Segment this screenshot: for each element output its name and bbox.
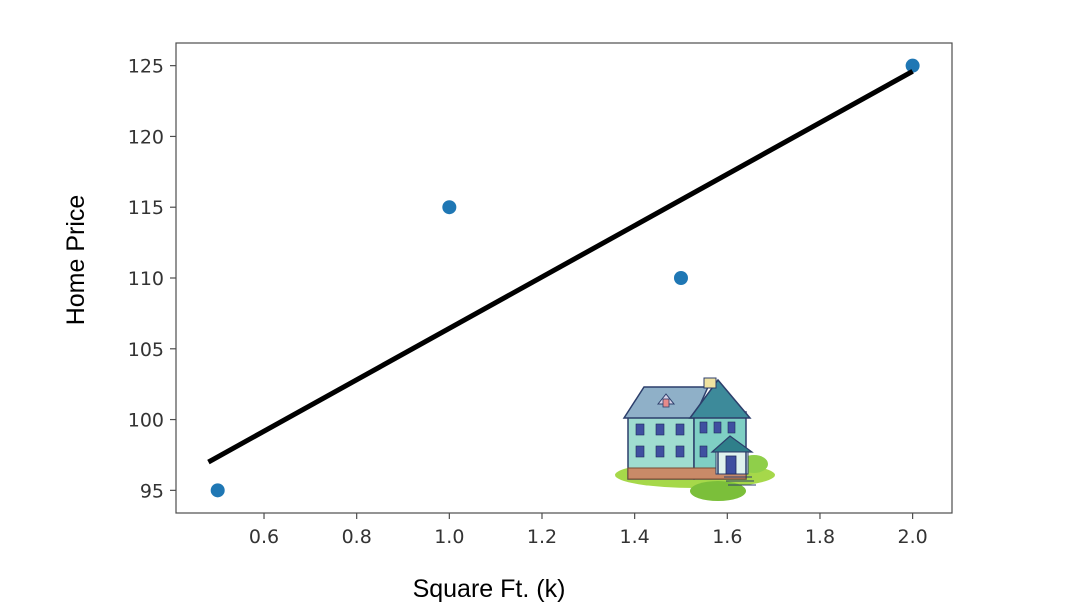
scatter-point <box>905 58 920 73</box>
x-tick-label: 1.6 <box>712 526 742 548</box>
plot-frame <box>175 42 953 514</box>
x-tick-label: 2.0 <box>898 526 928 548</box>
x-tick-label: 1.0 <box>434 526 464 548</box>
y-tick-label: 110 <box>128 268 164 290</box>
x-tick-label: 1.8 <box>805 526 835 548</box>
scatter-point <box>442 200 457 215</box>
y-tick-label: 95 <box>140 480 164 502</box>
x-tick-label: 0.8 <box>342 526 372 548</box>
x-tick-label: 1.2 <box>527 526 557 548</box>
y-tick-label: 125 <box>128 56 164 78</box>
y-axis-ticks: 95 100 105 110 115 120 125 <box>128 56 176 502</box>
scatter-point <box>673 271 688 285</box>
x-axis-ticks: 0.6 0.8 1.0 1.2 1.4 1.6 1.8 2.0 <box>249 513 928 548</box>
x-tick-label: 1.4 <box>620 526 650 548</box>
y-tick-label: 105 <box>128 339 164 361</box>
x-axis-title: Square Ft. (k) <box>413 575 566 603</box>
x-tick-label: 0.6 <box>249 526 279 548</box>
series-layer <box>207 58 920 498</box>
y-tick-label: 115 <box>128 197 164 219</box>
scatter-point <box>210 483 225 498</box>
house-illustration <box>615 377 775 501</box>
y-tick-label: 120 <box>128 126 164 148</box>
y-tick-label: 100 <box>128 410 164 432</box>
fit-line <box>207 69 914 465</box>
y-axis-title: Home Price <box>62 195 90 326</box>
